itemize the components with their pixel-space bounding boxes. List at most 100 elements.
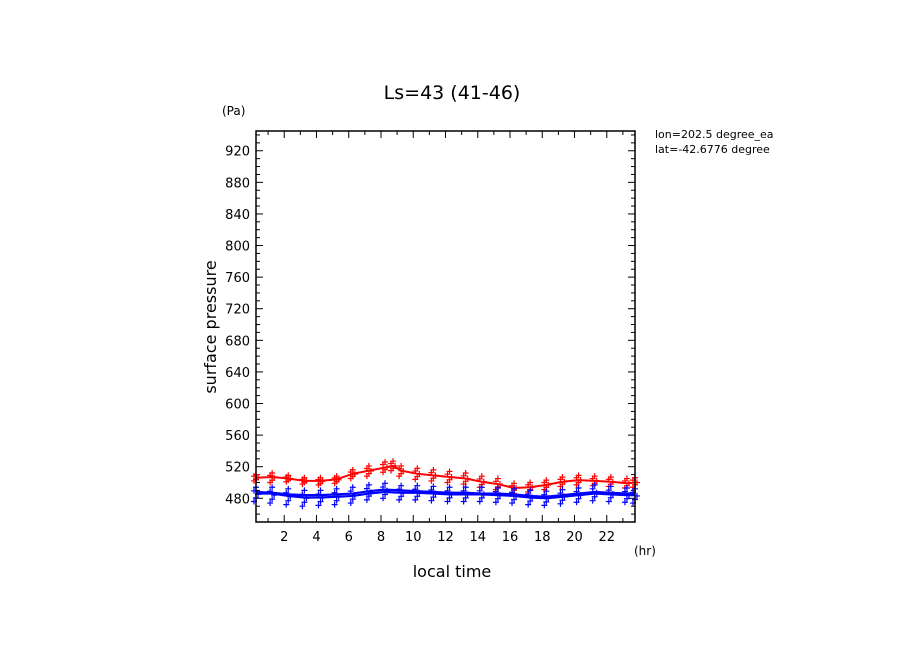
y-tick-label: 880 [225,176,250,191]
series-0-point [527,479,534,486]
y-axis-ticks: 480 520 560 600 640 680 720 760 800 840 880 920 [225,134,635,515]
series-1-point [414,493,421,500]
series-0-point [365,462,372,469]
series-1-point [511,485,518,492]
series-1-point [462,494,469,501]
series-1-point [299,503,306,510]
series-1-point [347,500,354,507]
series-0-point [333,473,340,480]
series-1-point [331,501,338,508]
x-tick-label: 8 [377,530,385,545]
series-1-point [575,485,582,492]
series-1-point [478,494,485,501]
series-1-point [557,500,564,507]
series-1-point [349,484,356,491]
plot-frame [255,130,636,523]
series-1-point [462,484,469,491]
series-1-point [494,485,501,492]
x-tick-label: 22 [599,530,616,545]
x-tick-label: 20 [566,530,583,545]
series-1-point [301,499,308,506]
series-1-point [398,482,405,489]
y-axis-title: surface pressure [201,260,220,393]
series-0-point [478,473,485,480]
series-0-point [511,480,518,487]
series-1-point [380,495,387,502]
series-1-point [543,498,550,505]
series-1-point [478,484,485,491]
y-tick-label: 840 [225,208,250,223]
series-1-point [559,486,566,493]
series-0-point [390,458,397,465]
series-1-point [317,498,324,505]
x-tick-label: 12 [437,530,454,545]
series-1-point [623,485,630,492]
series-0-point [494,475,501,482]
chart-title: Ls=43 (41-46) [384,82,521,104]
series-1-point [428,497,435,504]
y-unit-label: (Pa) [222,104,245,118]
series-1-point [476,498,483,505]
series-0 [251,458,640,496]
x-tick-label: 10 [405,530,422,545]
series-0-point [559,473,566,480]
series-1-point [527,487,534,494]
series-0-point [430,466,437,473]
series-1-point [446,484,453,491]
series-1-point [525,501,532,508]
series-1-point [430,494,437,501]
series-1-point [509,500,516,507]
annotation-longitude: lon=202.5 degree_ea [655,128,774,141]
series-1-point [269,484,276,491]
series-1-point [315,502,322,509]
y-tick-label: 760 [225,271,250,286]
series-1-point [349,496,356,503]
series-1-point [363,496,370,503]
series-0-point [623,475,630,482]
series-1-point [301,487,308,494]
y-tick-label: 720 [225,303,250,318]
y-tick-label: 480 [225,492,250,507]
series-0-point [607,473,614,480]
series-1-point [605,498,612,505]
series-layer [251,458,640,510]
series-1-point [365,481,372,488]
series-0-point [414,465,421,472]
series-0-point [269,470,276,477]
series-1-line [256,490,635,500]
series-1-point [511,496,518,503]
x-axis-title: local time [413,562,492,581]
series-2 [255,488,636,498]
series-1-point [267,500,274,507]
x-tick-label: 2 [280,530,288,545]
series-1-point [573,499,580,506]
series-1-point [621,499,628,506]
series-1-point [269,496,276,503]
series-1-point [591,481,598,488]
annotation-latitude: lat=-42.6776 degree [655,143,770,156]
y-tick-label: 560 [225,429,250,444]
series-0-point [349,466,356,473]
y-tick-label: 800 [225,240,250,255]
series-1-point [412,496,419,503]
series-1-point [460,498,467,505]
series-0-point [446,468,453,475]
y-tick-label: 640 [225,366,250,381]
series-1-point [527,498,534,505]
series-0-point [285,472,292,479]
x-tick-label: 18 [534,530,551,545]
series-1-point [494,495,501,502]
y-tick-label: 920 [225,145,250,160]
series-0-point [301,474,308,481]
series-1-point [333,485,340,492]
x-tick-label: 16 [502,530,519,545]
series-1-point [492,499,499,506]
series-1-point [575,495,582,502]
x-tick-label: 4 [312,530,320,545]
series-1-point [589,485,596,492]
series-0-point [575,472,582,479]
y-tick-label: 520 [225,461,250,476]
series-1-point [589,497,596,504]
series-1-point [317,487,324,494]
